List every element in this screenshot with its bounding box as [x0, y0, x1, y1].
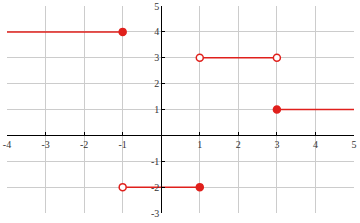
svg-text:3: 3 [274, 139, 279, 150]
svg-text:2: 2 [236, 139, 241, 150]
svg-text:5: 5 [352, 139, 357, 150]
svg-text:-2: -2 [151, 182, 159, 193]
svg-text:2: 2 [154, 78, 159, 89]
svg-text:4: 4 [313, 139, 318, 150]
svg-text:5: 5 [154, 1, 159, 12]
svg-text:-1: -1 [118, 139, 126, 150]
svg-text:3: 3 [154, 52, 159, 63]
svg-text:-1: -1 [151, 156, 159, 167]
svg-text:4: 4 [154, 26, 159, 37]
svg-text:-2: -2 [80, 139, 88, 150]
svg-text:-3: -3 [41, 139, 49, 150]
svg-text:-3: -3 [151, 208, 159, 219]
svg-text:1: 1 [154, 104, 159, 115]
svg-text:-4: -4 [3, 139, 11, 150]
svg-text:1: 1 [197, 139, 202, 150]
